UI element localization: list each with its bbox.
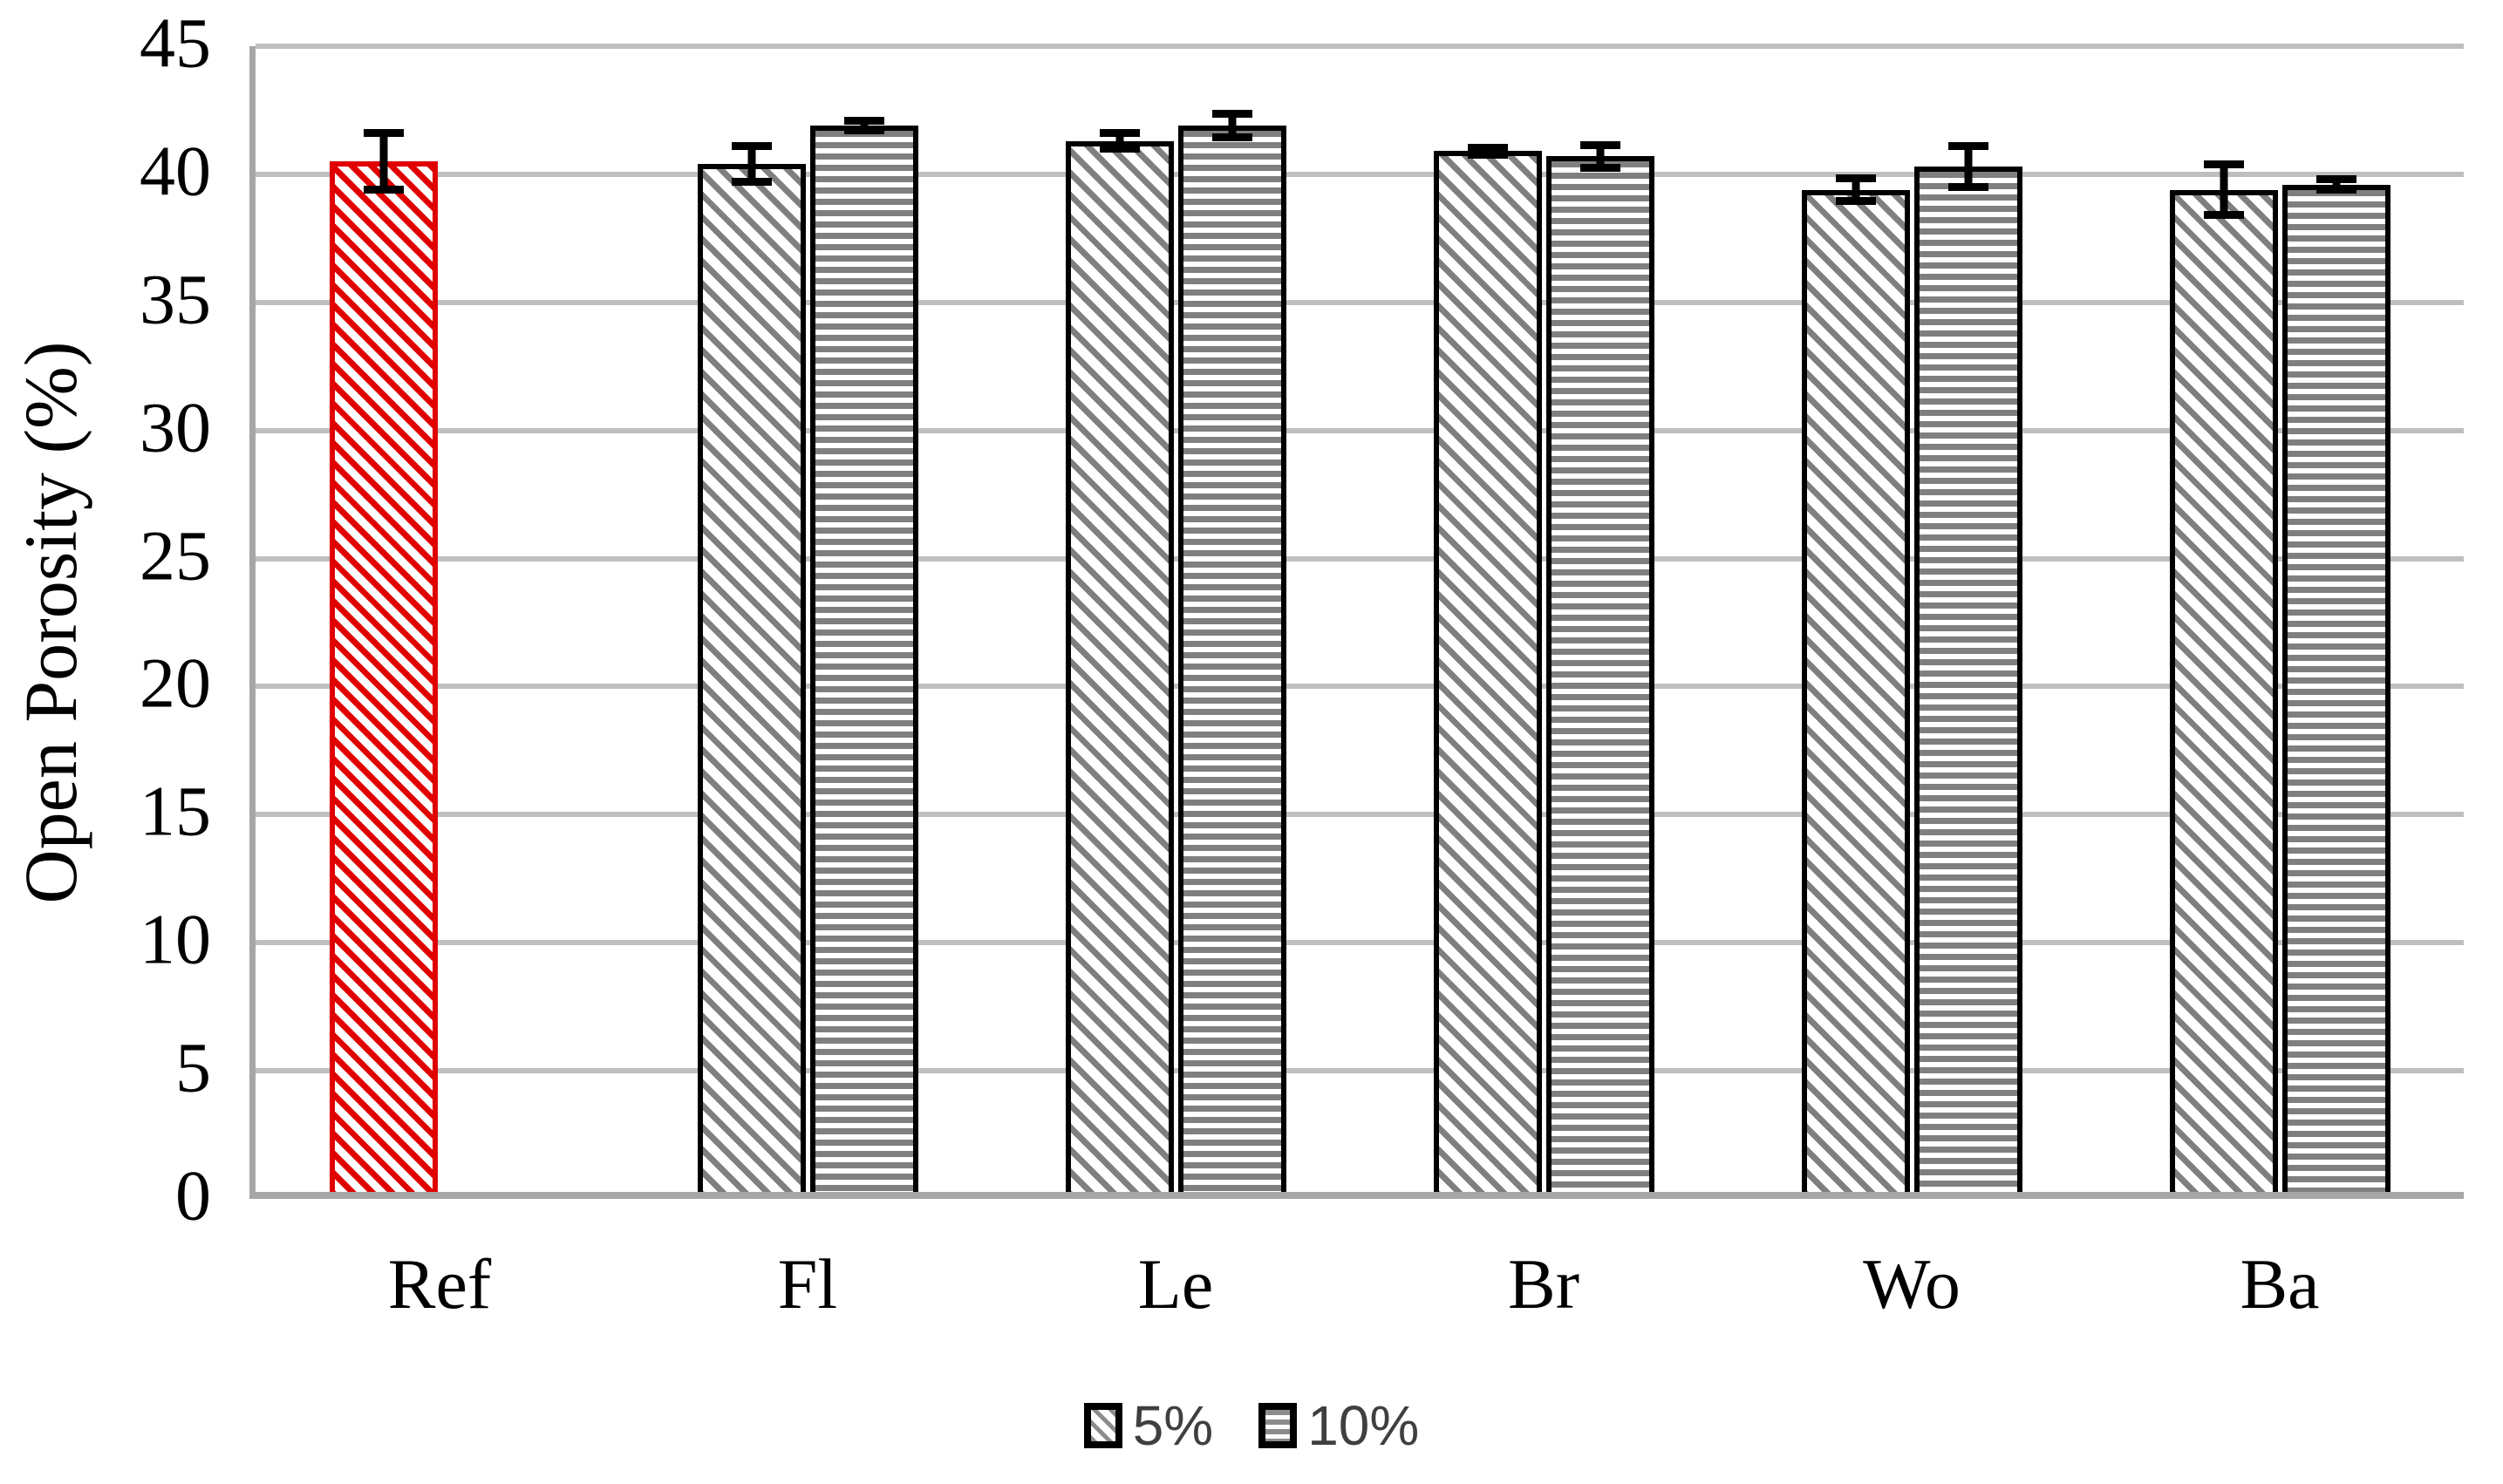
error-bar-wo-5pct	[1852, 178, 1859, 201]
y-axis-tick-labels: 0 5 10 15 20 25 30 35 40 45	[0, 0, 211, 1484]
bar-br-10pct	[1545, 140, 1654, 1199]
error-bar-ba-5pct	[2220, 164, 2227, 215]
bar-group-ba	[2096, 46, 2464, 1199]
bar-group-ref	[256, 46, 624, 1199]
y-tick-label-15: 15	[140, 772, 211, 852]
gridline-30	[256, 427, 2464, 433]
gridline-25	[256, 555, 2464, 562]
error-bar-ba-10pct	[2332, 179, 2340, 190]
error-bar-le-10pct	[1211, 110, 1252, 119]
error-bar-ba-10pct	[2315, 186, 2356, 194]
bars-layer	[256, 46, 2464, 1199]
error-bar-ba-5pct	[2203, 211, 2244, 220]
gridline-40	[256, 171, 2464, 177]
y-tick-label-45: 45	[140, 3, 211, 83]
gridline-5	[256, 1068, 2464, 1074]
error-bar-br-5pct	[1467, 151, 1508, 160]
bar-ref-5pct	[329, 129, 438, 1199]
error-bar-le-10pct	[1228, 113, 1236, 138]
y-tick-label-30: 30	[140, 387, 211, 467]
x-category-label-ref: Ref	[387, 1244, 492, 1324]
error-bar-le-5pct	[1115, 133, 1123, 149]
bar-group-br	[1360, 46, 1728, 1199]
error-bar-fl-5pct	[731, 178, 772, 187]
error-bar-br-5pct	[1467, 143, 1508, 152]
legend-item-5pct: 5%	[1083, 1393, 1214, 1458]
x-axis-line	[249, 1192, 2464, 1199]
error-bar-fl-10pct	[843, 126, 884, 135]
y-tick-label-5: 5	[175, 1027, 211, 1107]
error-bar-br-10pct	[1596, 145, 1604, 168]
y-tick-label-40: 40	[140, 131, 211, 211]
y-tick-label-10: 10	[140, 899, 211, 979]
error-bar-wo-10pct	[1947, 183, 1988, 192]
x-category-label-br: Br	[1508, 1244, 1579, 1324]
bar-wo-10pct	[1913, 142, 2022, 1199]
gridline-35	[256, 299, 2464, 305]
error-bar-fl-5pct	[747, 146, 755, 182]
error-bar-le-10pct	[1211, 133, 1252, 141]
gridline-15	[256, 812, 2464, 818]
plot-area	[249, 44, 2464, 1199]
error-bar-wo-5pct	[1835, 197, 1876, 206]
x-axis-category-labels: Ref Fl Le Br Wo Ba	[256, 1244, 2464, 1324]
error-bar-br-10pct	[1579, 140, 1620, 149]
error-bar-ref-5pct	[379, 133, 387, 190]
bar-ba-5pct	[2169, 160, 2278, 1199]
bar-group-wo	[1728, 46, 2096, 1199]
bar-group-fl	[624, 46, 992, 1199]
error-bar-ref-5pct	[363, 129, 404, 138]
bar-fl-10pct	[809, 116, 918, 1199]
bar-le-10pct	[1177, 110, 1286, 1199]
y-tick-label-35: 35	[140, 259, 211, 339]
error-bar-ref-5pct	[363, 186, 404, 194]
x-category-label-ba: Ba	[2240, 1244, 2320, 1324]
error-bar-le-5pct	[1099, 145, 1140, 153]
error-bar-wo-10pct	[1947, 142, 1988, 151]
error-bar-ba-5pct	[2203, 160, 2244, 168]
bar-fl-5pct	[697, 142, 806, 1199]
legend-item-10pct: 10%	[1258, 1393, 1419, 1458]
x-category-label-wo: Wo	[1863, 1244, 1961, 1324]
error-bar-fl-10pct	[843, 116, 884, 125]
bar-group-le	[992, 46, 1360, 1199]
bar-wo-5pct	[1801, 174, 1910, 1199]
x-category-label-fl: Fl	[777, 1244, 838, 1324]
error-bar-ba-10pct	[2315, 175, 2356, 184]
gridline-10	[256, 940, 2464, 946]
error-bar-wo-5pct	[1835, 174, 1876, 182]
y-tick-label-20: 20	[140, 643, 211, 724]
gridline-45	[256, 44, 2464, 49]
legend: 5% 10%	[0, 1386, 2503, 1465]
bar-le-5pct	[1065, 129, 1174, 1199]
legend-label-10pct: 10%	[1307, 1394, 1420, 1457]
legend-swatch-10pct-icon	[1258, 1403, 1298, 1448]
legend-label-5pct: 5%	[1132, 1394, 1214, 1457]
error-bar-le-5pct	[1099, 129, 1140, 138]
x-category-label-le: Le	[1137, 1244, 1214, 1324]
error-bar-wo-10pct	[1964, 146, 1972, 187]
gridline-20	[256, 684, 2464, 690]
error-bar-fl-10pct	[860, 120, 868, 131]
y-axis-line	[249, 46, 256, 1199]
error-bar-br-10pct	[1579, 164, 1620, 173]
bar-br-5pct	[1433, 143, 1542, 1199]
legend-swatch-5pct-icon	[1083, 1403, 1122, 1448]
y-tick-label-25: 25	[140, 515, 211, 596]
bar-ba-10pct	[2281, 175, 2390, 1199]
y-tick-label-0: 0	[175, 1155, 211, 1236]
error-bar-fl-5pct	[731, 142, 772, 151]
